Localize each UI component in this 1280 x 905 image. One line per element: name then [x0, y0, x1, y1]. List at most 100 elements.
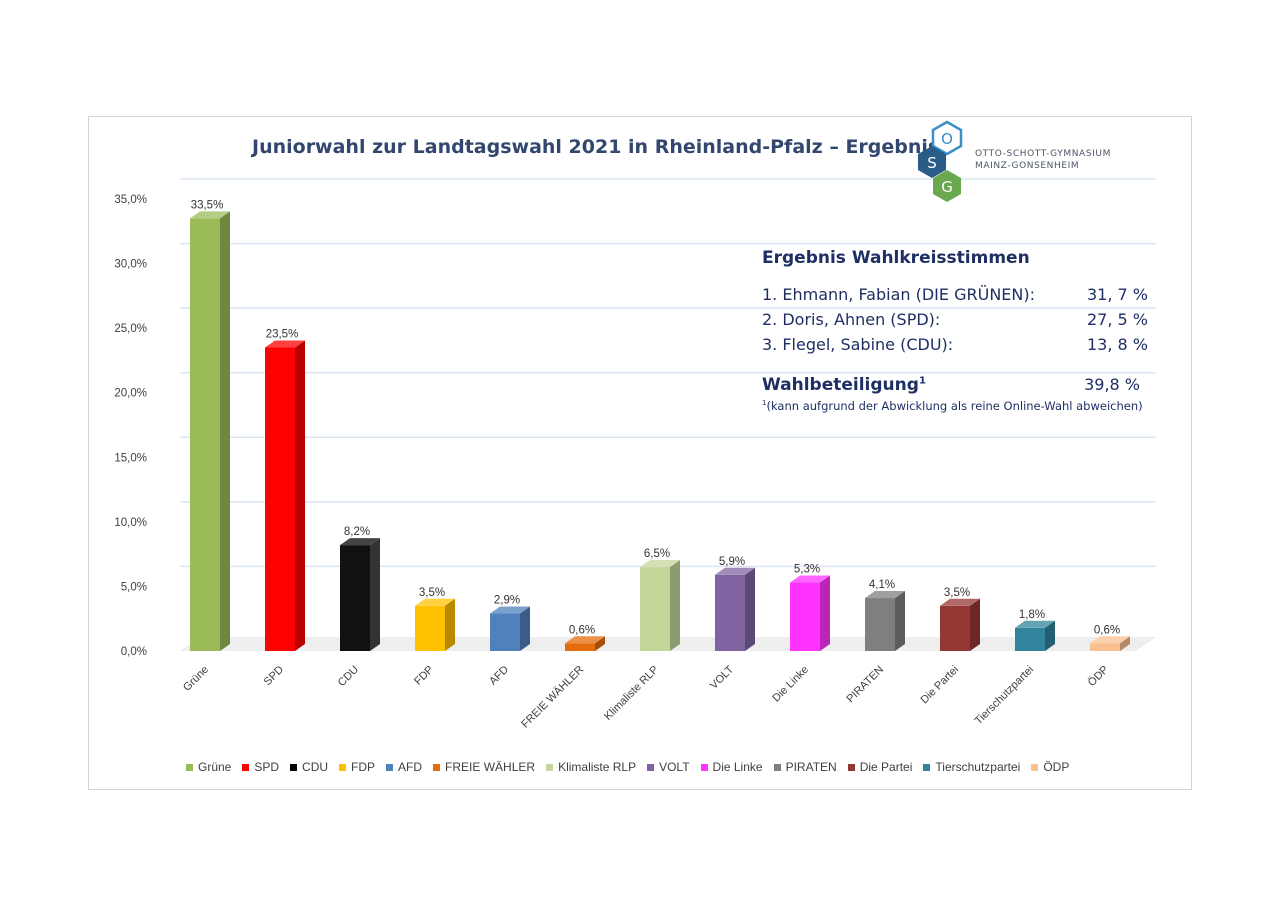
bar-side	[1120, 636, 1130, 651]
legend-label: Die Partei	[859, 760, 913, 774]
bar-front	[865, 598, 895, 651]
bar-top	[190, 211, 230, 219]
result-label: 3. Flegel, Sabine (CDU):	[762, 335, 954, 354]
bar-klimaliste-rlp	[640, 560, 680, 651]
x-tick-label: Tierschutzpartei	[973, 664, 1037, 728]
bar-side	[1045, 620, 1055, 651]
logo-text: OTTO-SCHOTT-GYMNASIUM MAINZ-GONSENHEIM	[975, 148, 1111, 172]
data-label: 3,5%	[419, 587, 445, 599]
legend-label: CDU	[302, 760, 329, 774]
y-tick-label: 35,0%	[114, 194, 147, 206]
bar-freie-w-hler	[565, 636, 605, 651]
bar-side	[445, 598, 455, 651]
footnote-text: (kann aufgrund der Abwicklung als reine …	[766, 399, 1143, 413]
turnout-label: Wahlbeteiligung1	[762, 375, 926, 395]
legend-swatch	[433, 763, 441, 771]
data-label: 23,5%	[266, 329, 299, 341]
legend-item: Die Partei	[847, 760, 913, 774]
legend-swatch	[386, 763, 394, 771]
data-label: 0,6%	[1094, 624, 1120, 636]
bar-afd	[490, 606, 530, 651]
bar-front	[265, 347, 295, 651]
turnout-row: Wahlbeteiligung1 39,8 %	[762, 375, 1162, 395]
bar-fdp	[415, 598, 455, 651]
y-tick-label: 15,0%	[114, 452, 147, 464]
bar-top	[865, 591, 905, 599]
bar-volt	[715, 567, 755, 651]
legend-label: FDP	[351, 760, 376, 774]
x-tick-label: CDU	[336, 664, 361, 689]
turnout-sup: 1	[918, 375, 926, 387]
bar-side	[295, 340, 305, 651]
x-tick-label: Klimaliste RLP	[602, 664, 661, 723]
x-tick-label: AFD	[487, 664, 511, 688]
legend-label: PIRATEN	[785, 760, 837, 774]
bar-front	[190, 218, 220, 651]
bar-front	[340, 545, 370, 651]
logo-letter-s: S	[927, 154, 937, 172]
legend-swatch	[773, 763, 781, 771]
bar-side	[595, 636, 605, 651]
x-tick-label: Die Partei	[918, 664, 961, 707]
bar-die-linke	[790, 575, 830, 651]
x-tick-label: FDP	[412, 664, 436, 688]
bar-gr-ne	[190, 211, 230, 651]
footnote: 1(kann aufgrund der Abwicklung als reine…	[762, 399, 1162, 413]
y-tick-label: 0,0%	[121, 646, 147, 658]
data-label: 5,9%	[719, 556, 745, 568]
bar--dp	[1090, 636, 1130, 651]
legend-swatch	[847, 763, 855, 771]
result-label: 2. Doris, Ahnen (SPD):	[762, 310, 941, 329]
x-tick-label: Die Linke	[770, 664, 811, 705]
bar-front	[715, 574, 745, 651]
x-tick-label: VOLT	[708, 663, 736, 691]
turnout-label-text: Wahlbeteiligung	[762, 375, 919, 395]
bar-front	[940, 605, 970, 651]
legend-swatch	[186, 763, 193, 771]
data-label: 4,1%	[869, 579, 895, 591]
result-row: 1. Ehmann, Fabian (DIE GRÜNEN): 31, 7 %	[762, 282, 1162, 307]
legend-label: FREIE WÄHLER	[445, 760, 536, 774]
legend-swatch	[923, 763, 931, 771]
legend-item: Die Linke	[700, 760, 763, 774]
bar-front	[790, 582, 820, 651]
result-row: 3. Flegel, Sabine (CDU): 13, 8 %	[762, 332, 1162, 357]
bar-top	[715, 567, 755, 575]
legend-item: FREIE WÄHLER	[433, 760, 535, 774]
bar-side	[220, 211, 230, 651]
data-label: 5,3%	[794, 564, 820, 576]
footnote-sup: 1	[762, 399, 767, 408]
legend-label: Die Linke	[712, 760, 763, 774]
bar-front	[415, 605, 445, 651]
x-tick-label: SPD	[262, 664, 287, 689]
result-value: 27, 5 %	[1087, 310, 1148, 329]
logo-letter-o: O	[941, 130, 953, 148]
bar-piraten	[865, 591, 905, 651]
bar-front	[1015, 627, 1045, 651]
legend-item: FDP	[339, 760, 375, 774]
bar-side	[370, 538, 380, 651]
bar-top	[1015, 620, 1055, 628]
legend-label: Tierschutzpartei	[935, 760, 1021, 774]
school-logo: O S G OTTO-SCHOTT-GYMNASIUM MAINZ-GONSEN…	[913, 120, 1123, 204]
logo-line-2: MAINZ-GONSENHEIM	[975, 161, 1080, 171]
legend-label: VOLT	[659, 760, 690, 774]
result-label: 1. Ehmann, Fabian (DIE GRÜNEN):	[762, 285, 1035, 304]
results-heading: Ergebnis Wahlkreisstimmen	[762, 248, 1030, 268]
legend-item: Klimaliste RLP	[546, 760, 636, 774]
result-row: 2. Doris, Ahnen (SPD): 27, 5 %	[762, 307, 1162, 332]
bar-top	[265, 340, 305, 348]
bar-front	[490, 613, 520, 651]
bar-top	[415, 598, 455, 606]
legend-swatch	[290, 763, 298, 771]
legend-swatch	[700, 763, 708, 771]
legend-label: ÖDP	[1043, 760, 1070, 774]
legend-label: Klimaliste RLP	[558, 760, 637, 774]
legend-label: Grüne	[198, 760, 232, 774]
bar-front	[565, 643, 595, 651]
chart-legend: Grüne SPD CDU FDP AFD FREIE WÄHLER Klimaliste …	[186, 760, 1080, 774]
logo-letter-g: G	[941, 178, 953, 196]
legend-swatch	[242, 763, 250, 771]
logo-line-1: OTTO-SCHOTT-GYMNASIUM	[975, 149, 1111, 159]
